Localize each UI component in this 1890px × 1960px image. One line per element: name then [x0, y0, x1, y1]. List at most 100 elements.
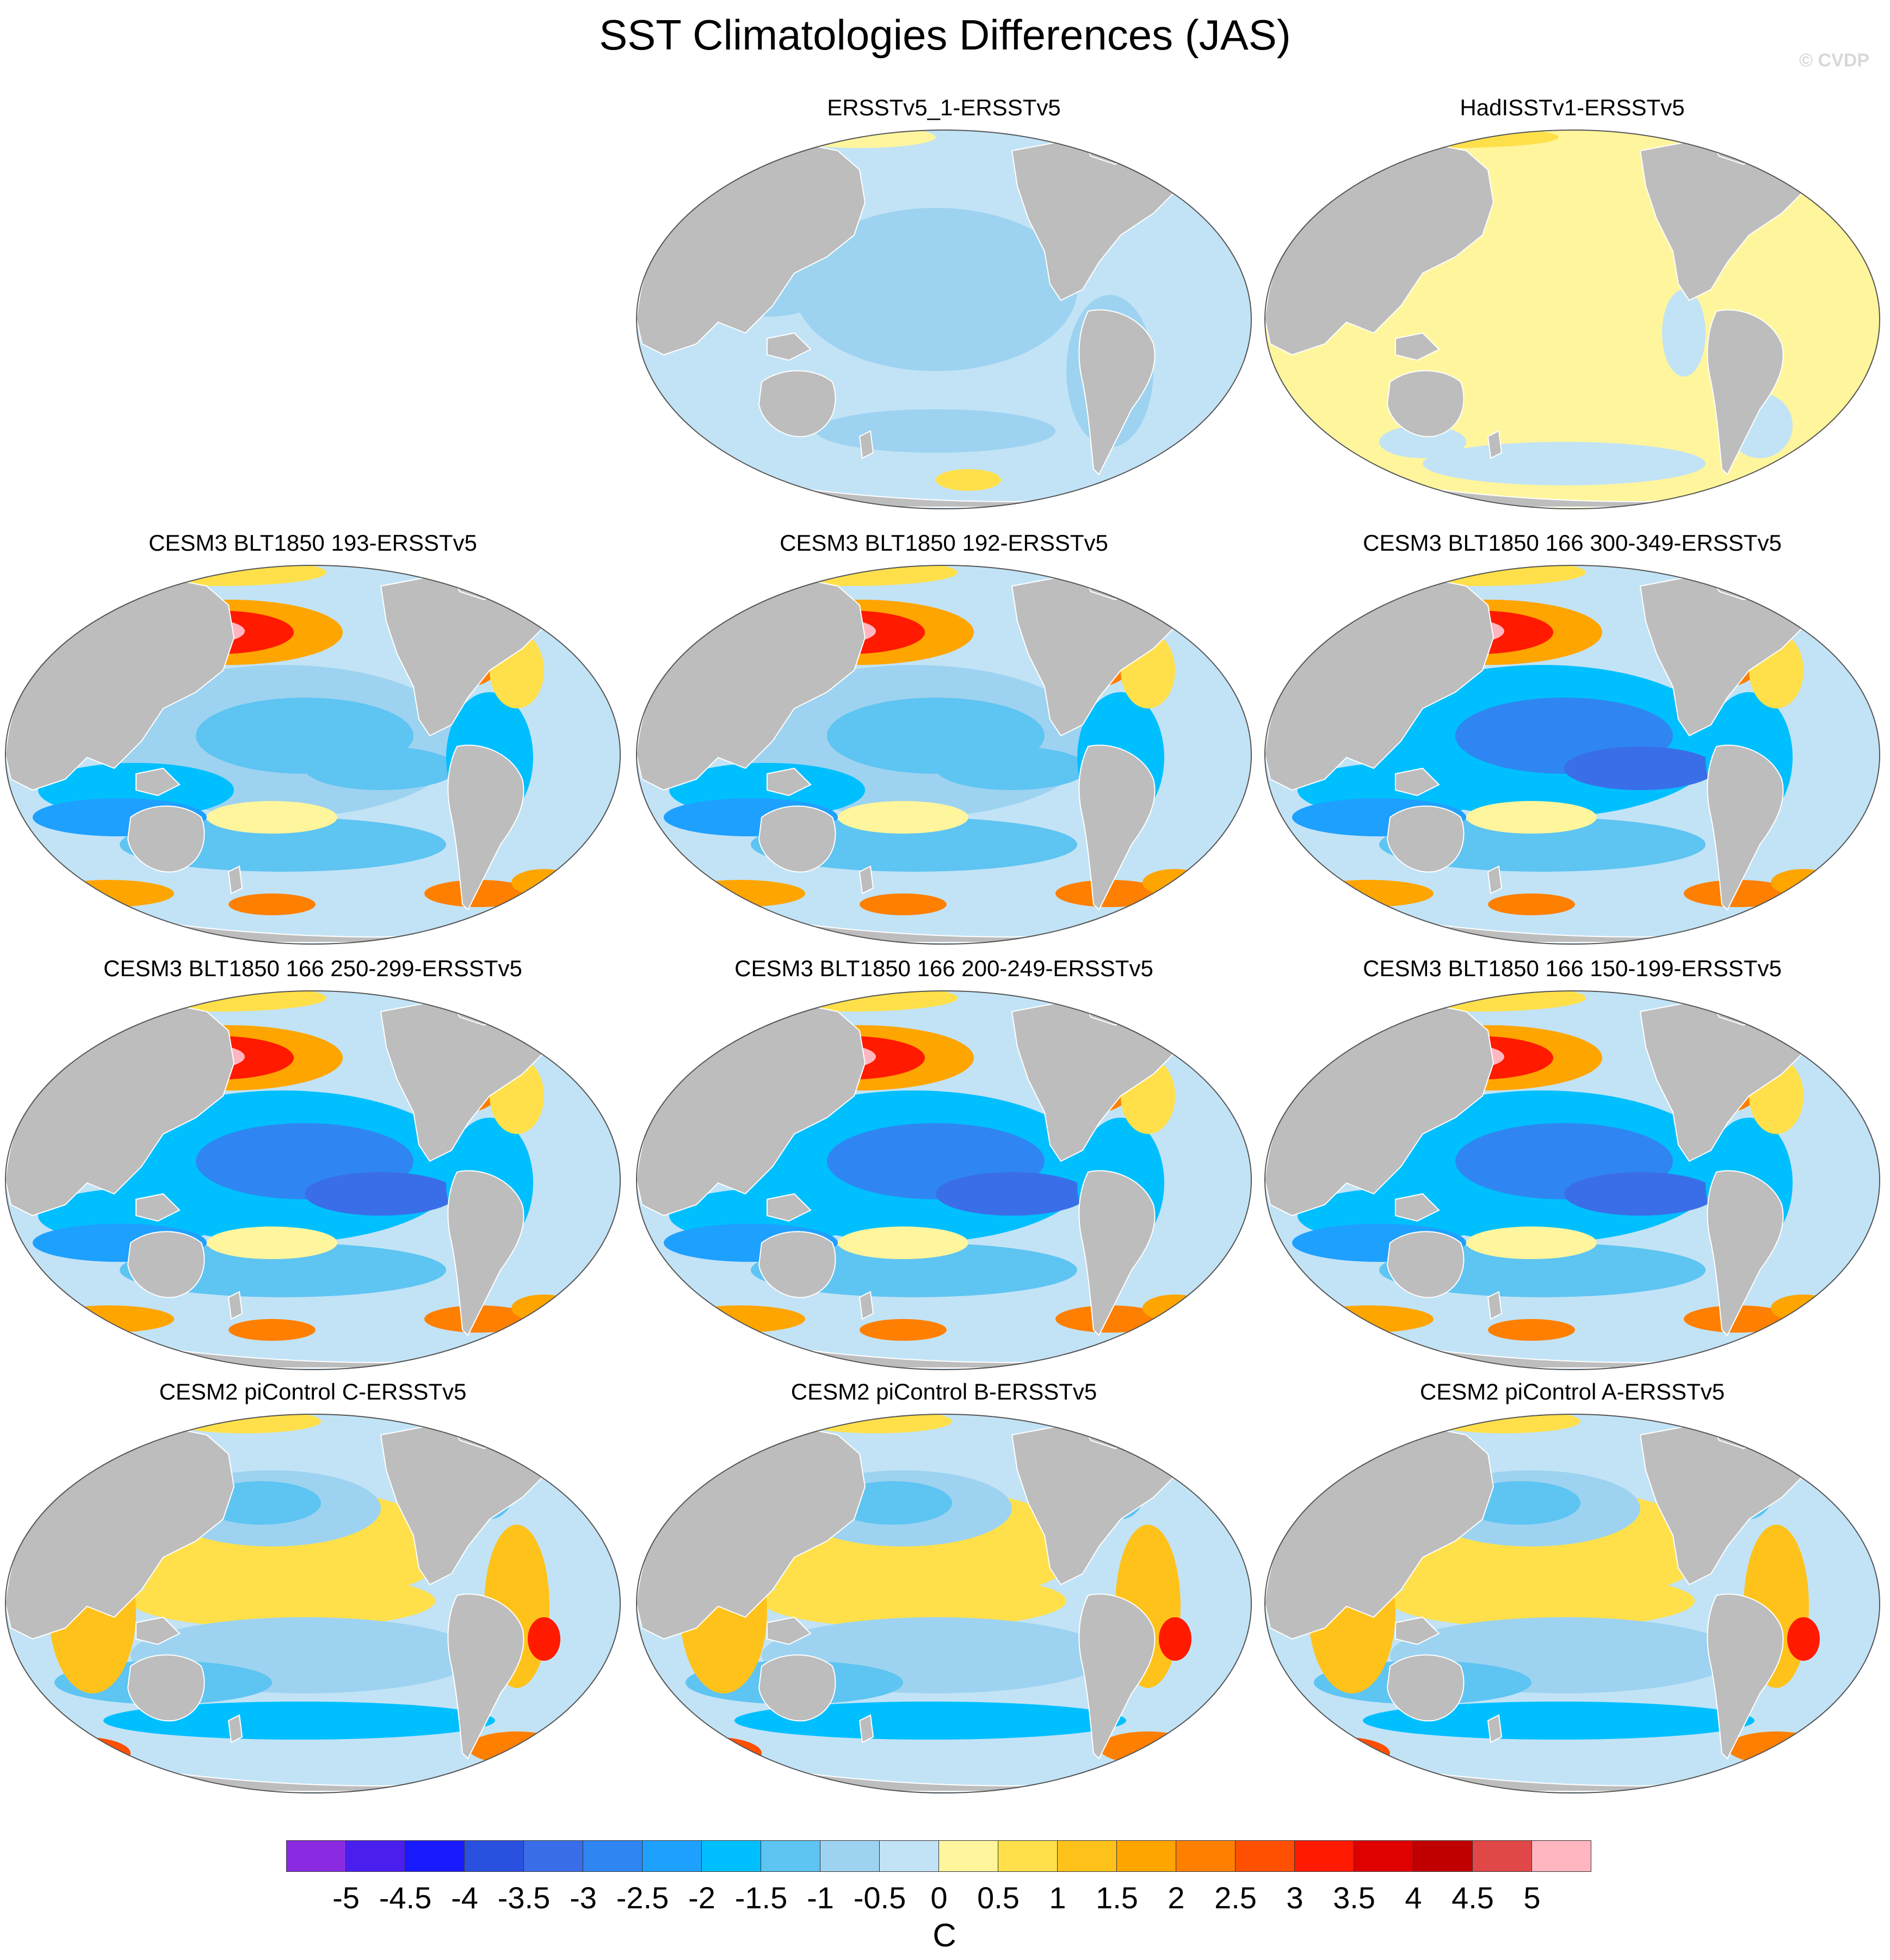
- map-panel: HadISSTv1-ERSSTv5: [1259, 93, 1885, 517]
- map-field: [5, 565, 620, 944]
- map-panel: CESM2 piControl A-ERSSTv5: [1259, 1377, 1885, 1801]
- south-america-landmass: [1078, 1170, 1156, 1336]
- map-field: [637, 565, 1251, 944]
- colorbar-swatch: [820, 1840, 880, 1872]
- australia-landmass: [1386, 1231, 1465, 1298]
- colorbar-tick-label: 4.5: [1452, 1881, 1494, 1915]
- new-zealand: [858, 1291, 874, 1320]
- south-america-landmass: [1707, 1170, 1784, 1336]
- colorbar-swatch: [879, 1840, 939, 1872]
- colorbar-swatch: [583, 1840, 643, 1872]
- anomaly-region: [305, 747, 457, 790]
- robinson-map: [636, 130, 1252, 509]
- anomaly-region: [305, 1172, 457, 1216]
- south-america-landmass: [447, 1170, 524, 1336]
- map-outline: [636, 565, 1252, 945]
- anomaly-region: [734, 1702, 1126, 1740]
- panel-title: ERSSTv5_1-ERSSTv5: [827, 95, 1061, 120]
- anomaly-region: [207, 801, 337, 834]
- map-outline: [636, 1414, 1252, 1793]
- anomaly-region: [228, 1319, 316, 1341]
- anomaly-region: [1292, 1737, 1390, 1770]
- anomaly-region: [103, 1702, 495, 1740]
- anomaly-region: [44, 880, 174, 907]
- robinson-map: [1264, 565, 1880, 945]
- maritime-continent: [767, 1616, 812, 1645]
- colorbar-tick-label: 1.5: [1096, 1881, 1138, 1915]
- robinson-map: [636, 990, 1252, 1370]
- new-zealand: [858, 865, 874, 895]
- figure-title: SST Climatologies Differences (JAS): [599, 11, 1291, 59]
- anomaly-region: [1142, 1295, 1208, 1322]
- map-field: [637, 130, 1251, 509]
- colorbar-tick-label: 2: [1168, 1881, 1185, 1915]
- colorbar-tick-label: 0.5: [977, 1881, 1020, 1915]
- anomaly-region: [1055, 1305, 1164, 1333]
- map-outline: [636, 990, 1252, 1370]
- new-zealand: [227, 865, 243, 895]
- robinson-map: [1264, 130, 1880, 509]
- anomaly-region: [1564, 1172, 1716, 1216]
- colorbar-tick-label: 5: [1523, 1881, 1541, 1915]
- anomaly-region: [838, 801, 968, 834]
- colorbar-tick-label: 3: [1286, 1881, 1304, 1915]
- anomaly-region: [675, 880, 805, 907]
- maritime-continent: [135, 1193, 181, 1222]
- anomaly-region: [1303, 880, 1434, 907]
- map-panel: ERSSTv5_1-ERSSTv5: [631, 93, 1257, 517]
- maritime-continent: [135, 767, 181, 797]
- australia-landmass: [127, 1231, 205, 1298]
- anomaly-region: [1488, 893, 1575, 915]
- anomaly-region: [207, 1226, 337, 1259]
- colorbar-tick-label: 1: [1049, 1881, 1066, 1915]
- anomaly-region: [1379, 426, 1466, 458]
- colorbar-swatch: [1057, 1840, 1117, 1872]
- anomaly-region: [1466, 801, 1597, 834]
- colorbar-unit-label: C: [932, 1917, 956, 1953]
- colorbar-swatch: [345, 1840, 405, 1872]
- anomaly-region: [1564, 747, 1716, 790]
- robinson-map: [5, 990, 621, 1370]
- anomaly-region: [762, 1574, 1066, 1628]
- new-zealand: [1487, 430, 1503, 459]
- map-field: [5, 991, 620, 1370]
- anomaly-region: [33, 1737, 131, 1770]
- colorbar-swatch: [1235, 1840, 1295, 1872]
- maritime-continent: [1395, 332, 1440, 361]
- anomaly-region: [1684, 1305, 1793, 1333]
- anomaly-region: [424, 880, 533, 907]
- south-america-landmass: [1707, 1593, 1784, 1760]
- colorbar-boxes: [286, 1840, 1591, 1872]
- anomaly-region: [131, 1574, 435, 1628]
- anomaly-region: [1390, 1574, 1695, 1628]
- map-outline: [1264, 990, 1880, 1370]
- anomaly-region: [228, 893, 316, 915]
- anomaly-region: [1771, 869, 1836, 896]
- colorbar-swatch: [701, 1840, 761, 1872]
- colorbar-swatch: [1413, 1840, 1473, 1872]
- anomaly-region: [1341, 130, 1559, 148]
- colorbar-swatch: [1472, 1840, 1532, 1872]
- anomaly-region: [838, 1226, 968, 1259]
- colorbar-tick-label: -3.5: [497, 1881, 551, 1915]
- map-panel: CESM2 piControl B-ERSSTv5: [631, 1377, 1257, 1801]
- colorbar-tick-label: -4: [451, 1881, 478, 1915]
- map-field: [637, 1414, 1251, 1793]
- anomaly-region: [1363, 1702, 1755, 1740]
- new-zealand: [1487, 865, 1503, 895]
- south-america-landmass: [1078, 309, 1156, 476]
- robinson-map: [5, 565, 621, 945]
- colorbar-tick-label: 0: [930, 1881, 948, 1915]
- copyright-label: © CVDP: [1799, 50, 1869, 71]
- anomaly-region: [936, 1172, 1088, 1216]
- anomaly-region: [860, 1319, 947, 1341]
- maritime-continent: [1395, 1616, 1440, 1645]
- anomaly-region: [936, 469, 1001, 491]
- australia-landmass: [758, 370, 836, 437]
- anomaly-region: [1423, 442, 1706, 485]
- south-america-landmass: [447, 744, 524, 911]
- maritime-continent: [767, 1193, 812, 1222]
- map-outline: [1264, 130, 1880, 509]
- anomaly-region: [44, 1305, 174, 1333]
- south-america-landmass: [1707, 744, 1784, 911]
